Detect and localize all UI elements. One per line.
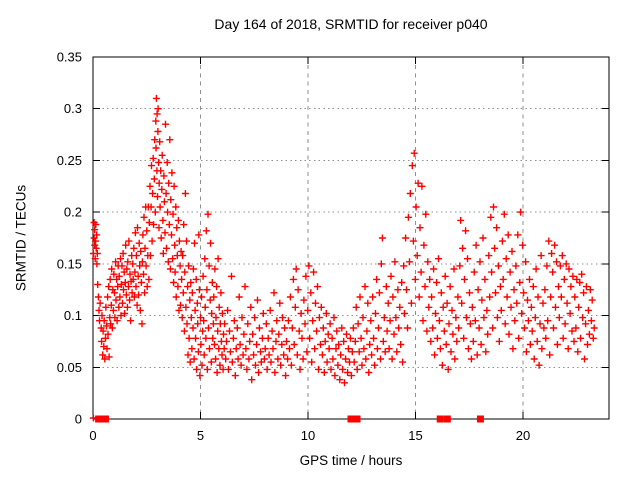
x-tick-label: 15 bbox=[408, 428, 422, 443]
y-tick-label: 0.15 bbox=[57, 256, 82, 271]
zero-epoch-square bbox=[443, 415, 451, 423]
x-tick-label: 10 bbox=[301, 428, 315, 443]
y-tick-label: 0.1 bbox=[64, 308, 82, 323]
y-tick-label: 0.25 bbox=[57, 153, 82, 168]
zero-epoch-square bbox=[101, 415, 109, 423]
zero-epoch-square bbox=[476, 415, 484, 423]
zero-epoch-square bbox=[436, 415, 444, 423]
y-tick-label: 0.2 bbox=[64, 205, 82, 220]
data-points bbox=[89, 94, 598, 422]
y-tick-label: 0 bbox=[75, 412, 82, 427]
zero-epoch-square bbox=[95, 415, 103, 423]
x-tick-label: 5 bbox=[197, 428, 204, 443]
plot-border bbox=[92, 56, 610, 420]
y-tick-label: 0.05 bbox=[57, 360, 82, 375]
y-tick-label: 0.35 bbox=[57, 50, 82, 65]
chart-title: Day 164 of 2018, SRMTID for receiver p04… bbox=[214, 16, 488, 32]
zero-epoch-square bbox=[353, 415, 361, 423]
x-tick-label: 0 bbox=[89, 428, 96, 443]
x-axis-label: GPS time / hours bbox=[299, 453, 403, 468]
zero-epoch-square bbox=[347, 415, 355, 423]
y-tick-label: 0.3 bbox=[64, 101, 82, 116]
x-tick-label: 20 bbox=[516, 428, 530, 443]
